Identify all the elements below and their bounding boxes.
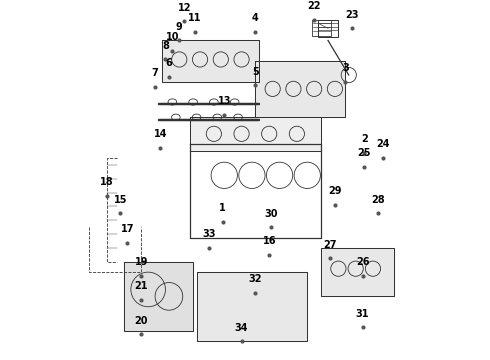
Bar: [318, 20, 339, 37]
Text: 18: 18: [100, 177, 114, 188]
Text: 29: 29: [328, 186, 342, 196]
Bar: [313, 20, 331, 36]
Text: 28: 28: [371, 195, 385, 205]
Text: 7: 7: [152, 68, 158, 78]
Text: 15: 15: [114, 195, 127, 205]
Polygon shape: [196, 272, 307, 341]
Polygon shape: [255, 61, 345, 117]
Text: 19: 19: [134, 257, 148, 267]
Text: 30: 30: [264, 208, 278, 219]
Text: 16: 16: [263, 236, 276, 246]
Text: 14: 14: [153, 129, 167, 139]
Text: 4: 4: [252, 13, 259, 23]
Text: 13: 13: [218, 96, 231, 106]
Polygon shape: [124, 262, 193, 331]
Text: 2: 2: [361, 134, 368, 144]
Text: 25: 25: [358, 148, 371, 158]
Text: 17: 17: [121, 224, 134, 234]
Polygon shape: [190, 117, 321, 151]
Text: 20: 20: [134, 316, 148, 326]
Text: 27: 27: [323, 240, 337, 250]
Text: 5: 5: [252, 67, 259, 77]
Text: 26: 26: [356, 257, 369, 267]
Text: 9: 9: [176, 22, 183, 32]
Text: 11: 11: [188, 13, 201, 23]
Text: 1: 1: [219, 203, 226, 213]
Text: 33: 33: [202, 229, 216, 239]
Text: 31: 31: [356, 309, 369, 319]
Text: 24: 24: [377, 139, 390, 149]
Polygon shape: [162, 40, 259, 82]
Text: 21: 21: [134, 281, 148, 291]
Text: 34: 34: [235, 323, 248, 333]
Text: 22: 22: [307, 1, 321, 11]
Polygon shape: [321, 248, 393, 296]
Text: 8: 8: [162, 41, 169, 51]
Text: 10: 10: [166, 32, 179, 42]
Text: 12: 12: [178, 3, 191, 13]
Text: 32: 32: [248, 274, 262, 284]
Text: 6: 6: [166, 58, 172, 68]
Text: 23: 23: [345, 10, 359, 20]
Text: 3: 3: [342, 63, 349, 73]
